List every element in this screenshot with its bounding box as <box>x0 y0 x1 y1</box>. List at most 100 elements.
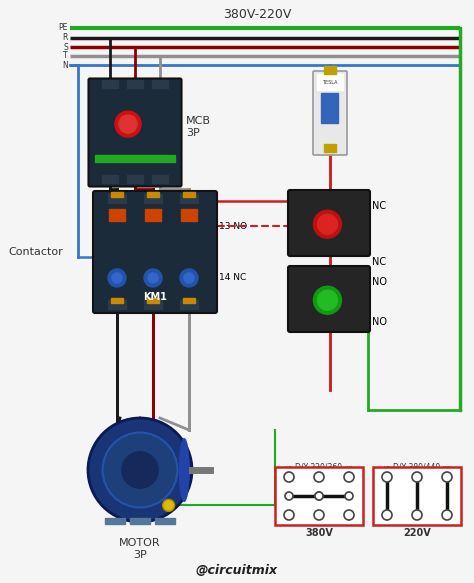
Circle shape <box>382 510 392 520</box>
Bar <box>130 518 150 524</box>
Circle shape <box>88 418 192 522</box>
Circle shape <box>108 269 126 287</box>
Circle shape <box>184 273 194 283</box>
Text: V1: V1 <box>315 466 323 472</box>
Bar <box>275 467 363 525</box>
Circle shape <box>314 472 324 482</box>
Text: W1: W1 <box>345 466 354 472</box>
Circle shape <box>102 433 177 507</box>
Circle shape <box>284 510 294 520</box>
Text: A1: A1 <box>97 195 109 204</box>
FancyBboxPatch shape <box>93 191 217 313</box>
Circle shape <box>314 510 324 520</box>
Text: 13 NO: 13 NO <box>219 222 247 230</box>
Text: D/Y 220/360: D/Y 220/360 <box>295 462 343 471</box>
Text: NO: NO <box>372 277 387 287</box>
Text: N: N <box>62 61 68 69</box>
FancyBboxPatch shape <box>89 79 182 187</box>
Bar <box>183 298 195 303</box>
Circle shape <box>442 472 452 482</box>
Bar <box>373 467 461 525</box>
Bar <box>111 192 123 197</box>
FancyBboxPatch shape <box>313 71 347 155</box>
Circle shape <box>148 273 158 283</box>
Text: T: T <box>64 51 68 61</box>
Bar <box>127 175 143 183</box>
Bar <box>111 298 123 303</box>
Text: NC: NC <box>372 257 386 267</box>
Text: A2: A2 <box>201 195 213 204</box>
Text: W2: W2 <box>315 521 323 525</box>
Text: Contactor: Contactor <box>8 247 63 257</box>
Circle shape <box>285 492 293 500</box>
Bar <box>152 175 168 183</box>
Circle shape <box>122 452 158 488</box>
Text: W1: W1 <box>443 466 452 472</box>
Text: MOTOR
3P: MOTOR 3P <box>119 538 161 560</box>
Bar <box>181 209 197 221</box>
Text: R: R <box>63 33 68 43</box>
Circle shape <box>313 286 341 314</box>
Circle shape <box>284 472 294 482</box>
Circle shape <box>112 273 122 283</box>
Text: MCB
3P: MCB 3P <box>186 117 211 138</box>
Bar <box>105 518 125 524</box>
Bar <box>321 93 338 123</box>
Bar <box>145 209 161 221</box>
Bar <box>109 209 125 221</box>
Bar <box>324 66 336 74</box>
Bar <box>144 194 162 203</box>
Circle shape <box>412 472 422 482</box>
Bar <box>108 300 126 309</box>
Bar <box>317 74 343 90</box>
Text: V2: V2 <box>383 521 391 525</box>
Bar <box>147 192 159 197</box>
Circle shape <box>315 492 323 500</box>
Circle shape <box>180 269 198 287</box>
Text: 14 NC: 14 NC <box>219 273 246 282</box>
FancyBboxPatch shape <box>288 190 370 256</box>
Text: V2: V2 <box>285 521 292 525</box>
Text: U2: U2 <box>443 521 451 525</box>
Bar <box>108 194 126 203</box>
Circle shape <box>119 115 137 133</box>
Ellipse shape <box>180 439 189 501</box>
Text: 380V: 380V <box>305 528 333 538</box>
Text: 21: 21 <box>294 191 304 201</box>
Bar <box>180 194 198 203</box>
Text: PE: PE <box>59 23 68 33</box>
Text: 14: 14 <box>294 321 304 331</box>
Text: U2: U2 <box>345 521 353 525</box>
Bar <box>155 518 175 524</box>
Circle shape <box>442 510 452 520</box>
Circle shape <box>163 500 174 511</box>
Text: 13: 13 <box>294 268 305 276</box>
Bar <box>147 298 159 303</box>
Text: @circuitmix: @circuitmix <box>196 564 278 578</box>
Circle shape <box>144 269 162 287</box>
FancyBboxPatch shape <box>288 266 370 332</box>
Circle shape <box>382 472 392 482</box>
Circle shape <box>318 214 337 234</box>
Bar <box>144 300 162 309</box>
Bar <box>324 144 336 152</box>
Text: 380V-220V: 380V-220V <box>223 8 291 20</box>
Text: NO: NO <box>372 317 387 327</box>
Text: U1: U1 <box>383 466 391 472</box>
Text: V1: V1 <box>413 466 420 472</box>
Bar <box>183 192 195 197</box>
Circle shape <box>412 510 422 520</box>
Text: D/Y 380/440: D/Y 380/440 <box>393 462 441 471</box>
Text: W2: W2 <box>412 521 421 525</box>
Bar <box>95 155 175 162</box>
Text: NC: NC <box>372 201 386 211</box>
Circle shape <box>313 210 341 238</box>
Text: 22: 22 <box>294 245 304 255</box>
Circle shape <box>344 472 354 482</box>
Text: KM1: KM1 <box>143 292 167 302</box>
Text: U1: U1 <box>285 466 293 472</box>
Bar <box>102 175 118 183</box>
Bar <box>127 80 143 88</box>
Text: 220V: 220V <box>403 528 431 538</box>
Circle shape <box>318 290 337 310</box>
